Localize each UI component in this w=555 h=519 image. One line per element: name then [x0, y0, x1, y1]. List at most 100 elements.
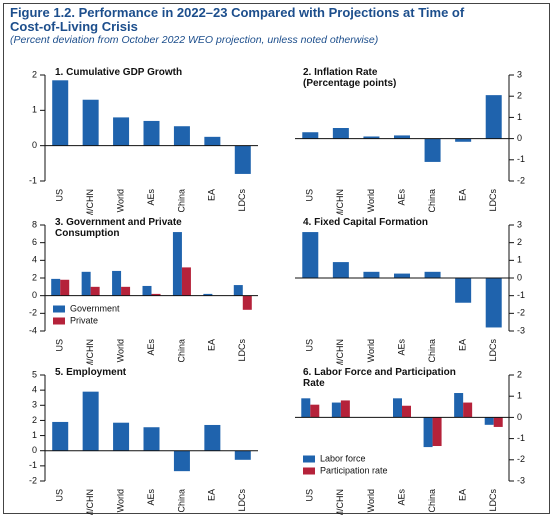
- legend-label: Private: [70, 315, 98, 325]
- bar: [151, 293, 161, 296]
- bar: [82, 391, 99, 451]
- x-tick-label: US: [55, 339, 65, 352]
- x-tick-label: US: [55, 189, 65, 202]
- panel-title-text: 1. Cumulative GDP Growth: [55, 67, 183, 78]
- y-tick-label: -4: [29, 325, 37, 335]
- panel-title: 2. Inflation Rate (Percentage points): [303, 67, 478, 89]
- bar: [121, 286, 131, 296]
- panel-title-text: 2. Inflation Rate: [303, 67, 378, 78]
- bar: [394, 135, 410, 139]
- y-tick-label: 0: [517, 412, 522, 422]
- x-tick-label: LDCs: [237, 189, 247, 212]
- panel: US EM/CHN World AEs China EA LDCs -4 -2 0 2 4 6 8 Gove…: [0, 215, 277, 375]
- y-tick-label: 8: [32, 219, 37, 229]
- bar: [52, 421, 69, 451]
- bar: [423, 417, 433, 448]
- bar: [424, 138, 441, 162]
- bar: [463, 402, 473, 418]
- x-tick-label: AEs: [396, 339, 406, 356]
- x-tick-label: LDCs: [237, 489, 247, 512]
- x-tick-label: EM/CHN: [85, 489, 95, 515]
- bar: [363, 271, 380, 278]
- x-tick-label: US: [305, 489, 315, 502]
- x-tick-label: EM/CHN: [85, 339, 95, 365]
- y-tick-label: 0: [32, 445, 37, 455]
- y-tick-label: 5: [32, 369, 37, 379]
- bar: [204, 136, 221, 146]
- x-tick-label: AEs: [396, 489, 406, 506]
- x-tick-label: LDCs: [488, 189, 498, 212]
- legend-swatch: [53, 317, 65, 325]
- x-tick-label: World: [115, 339, 125, 362]
- y-tick-label: -1: [517, 290, 525, 300]
- bar: [394, 273, 410, 278]
- y-tick-label: 2: [32, 415, 37, 425]
- x-tick-label: World: [115, 489, 125, 512]
- x-tick-label: EM/CHN: [335, 339, 345, 365]
- x-tick-label: China: [176, 339, 186, 363]
- y-tick-label: 2: [517, 237, 522, 247]
- bar: [143, 427, 160, 451]
- y-tick-label: 4: [32, 385, 37, 395]
- bar: [432, 417, 442, 447]
- x-tick-label: AEs: [396, 189, 406, 206]
- y-tick-label: 1: [517, 391, 522, 401]
- bar: [393, 398, 402, 418]
- figure-subtitle: (Percent deviation from October 2022 WEO…: [10, 34, 379, 46]
- panel-chart: US EM/CHN World AEs China EA LDCs -2 -1 0 1 2 3: [295, 69, 525, 225]
- y-tick-label: 3: [517, 69, 522, 79]
- x-tick-label: AEs: [146, 339, 156, 356]
- bar: [455, 138, 472, 142]
- x-tick-label: China: [427, 339, 437, 363]
- bar: [455, 278, 472, 303]
- y-tick-label: -1: [29, 175, 37, 185]
- y-tick-label: -1: [29, 460, 37, 470]
- y-tick-label: 1: [32, 430, 37, 440]
- bar: [112, 270, 122, 296]
- y-tick-label: 1: [517, 112, 522, 122]
- y-tick-label: -2: [517, 454, 525, 464]
- panel-chart: US EM/CHN World AEs China EA LDCs -3 -2 -1 0 1 2 3: [295, 219, 525, 375]
- x-tick-label: China: [176, 489, 186, 513]
- y-tick-label: 6: [32, 237, 37, 247]
- bar: [493, 417, 503, 427]
- bar: [331, 402, 341, 418]
- y-tick-label: -1: [517, 154, 525, 164]
- y-tick-label: 2: [32, 69, 37, 79]
- bar: [204, 424, 221, 451]
- bar: [363, 136, 380, 139]
- bar: [81, 271, 91, 296]
- bar: [82, 99, 99, 146]
- panel-title: 3. Government and Private Consumption: [55, 217, 230, 239]
- x-tick-label: EA: [207, 339, 217, 351]
- bar: [424, 271, 441, 278]
- figure-title: Figure 1.2. Performance in 2022–23 Compa…: [10, 5, 465, 34]
- panel: US EM/CHN World AEs China EA LDCs -3 -2 -1 0 1 2 Labo…: [277, 365, 554, 519]
- x-tick-label: US: [305, 189, 315, 202]
- x-tick-label: US: [55, 489, 65, 502]
- panel: US EM/CHN World AEs China EA LDCs -1 0 1 2 1. Cumul…: [0, 65, 277, 225]
- legend-swatch: [303, 455, 315, 463]
- y-tick-label: 0: [517, 272, 522, 282]
- bar: [454, 393, 464, 418]
- bar: [402, 405, 411, 418]
- panel-title-text: 4. Fixed Capital Formation: [303, 217, 429, 228]
- panel-title: 5. Employment: [55, 367, 230, 378]
- x-tick-label: World: [366, 339, 376, 362]
- x-tick-label: AEs: [146, 189, 156, 206]
- y-tick-label: 2: [32, 272, 37, 282]
- bar: [242, 295, 252, 310]
- x-tick-label: China: [427, 189, 437, 213]
- x-tick-label: China: [427, 489, 437, 513]
- y-tick-label: -2: [517, 175, 525, 185]
- x-tick-label: EM/CHN: [335, 489, 345, 515]
- bar: [233, 285, 243, 296]
- x-tick-label: EM/CHN: [335, 189, 345, 215]
- legend-swatch: [53, 305, 65, 313]
- bar: [113, 422, 130, 451]
- x-tick-label: World: [366, 489, 376, 512]
- x-tick-label: EA: [458, 489, 468, 501]
- bar: [332, 128, 349, 139]
- panel: US EM/CHN World AEs China EA LDCs -2 -1 0 1 2 3 2. In…: [277, 65, 554, 225]
- x-tick-label: US: [305, 339, 315, 352]
